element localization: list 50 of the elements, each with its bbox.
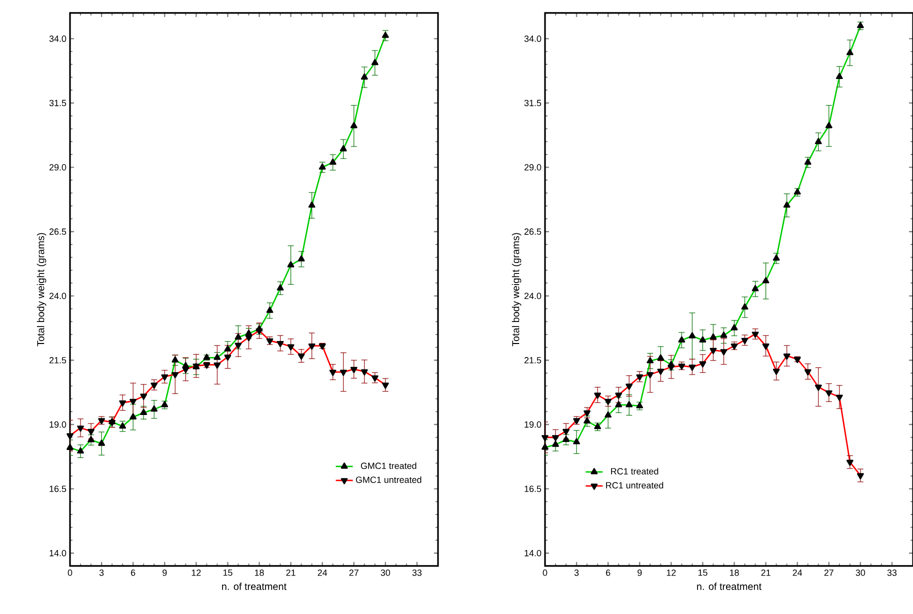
y-axis-title: Total body weight (grams)	[512, 233, 522, 346]
legend-label: RC1 untreated	[606, 482, 664, 489]
x-tick-label: 24	[792, 570, 802, 576]
x-tick-label: 21	[286, 570, 296, 576]
x-tick-label: 27	[349, 570, 358, 576]
x-tick-label: 30	[380, 570, 390, 576]
y-tick-label: 29.0	[49, 164, 66, 170]
x-tick-label: 27	[824, 570, 834, 576]
y-tick-label: 31.5	[49, 100, 66, 106]
y-tick-label: 34.0	[49, 36, 66, 42]
x-tick-label: 9	[162, 570, 167, 576]
x-tick-label: 33	[412, 570, 422, 576]
y-tick-label: 19.0	[50, 421, 66, 428]
x-tick-label: 3	[99, 570, 104, 576]
y-tick-label: 24.0	[524, 292, 542, 300]
x-tick-label: 3	[574, 570, 579, 576]
legend-label: RC1 treated	[611, 468, 658, 475]
legend-label: GMC1 untreated	[356, 476, 422, 483]
x-tick-label: 24	[318, 570, 328, 576]
x-tick-label: 12	[192, 570, 201, 576]
y-tick-label: 14.0	[524, 550, 542, 556]
x-tick-label: 0	[542, 570, 548, 576]
x-tick-label: 18	[730, 570, 739, 576]
x-tick-label: 9	[638, 570, 642, 576]
y-tick-label: 24.0	[49, 292, 66, 300]
x-tick-label: 33	[887, 570, 897, 576]
y-tick-label: 26.5	[49, 228, 66, 235]
x-axis-title: n. of treatment	[697, 582, 762, 590]
x-tick-label: 30	[856, 570, 866, 576]
x-tick-label: 6	[131, 570, 136, 576]
y-tick-label: 14.0	[50, 550, 66, 556]
y-tick-label: 21.5	[49, 357, 66, 364]
y-tick-label: 19.0	[524, 421, 542, 428]
x-tick-label: 6	[606, 570, 610, 576]
y-tick-label: 31.5	[524, 100, 542, 106]
y-tick-label: 16.5	[50, 486, 66, 492]
y-axis-title: Total body weight (grams)	[36, 233, 46, 346]
x-tick-label: 12	[666, 570, 676, 576]
y-tick-label: 21.5	[524, 357, 542, 364]
y-tick-label: 29.0	[524, 164, 542, 170]
legend-label: GMC1 treated	[360, 462, 416, 469]
x-tick-label: 18	[254, 570, 264, 576]
y-tick-label: 34.0	[524, 36, 542, 42]
y-tick-label: 16.5	[524, 486, 542, 492]
x-tick-label: 0	[68, 570, 72, 576]
x-tick-label: 15	[698, 570, 708, 576]
x-tick-label: 15	[223, 570, 232, 576]
y-tick-label: 26.5	[524, 228, 542, 235]
x-axis-title: n. of treatment	[222, 582, 287, 590]
x-tick-label: 21	[761, 570, 770, 576]
